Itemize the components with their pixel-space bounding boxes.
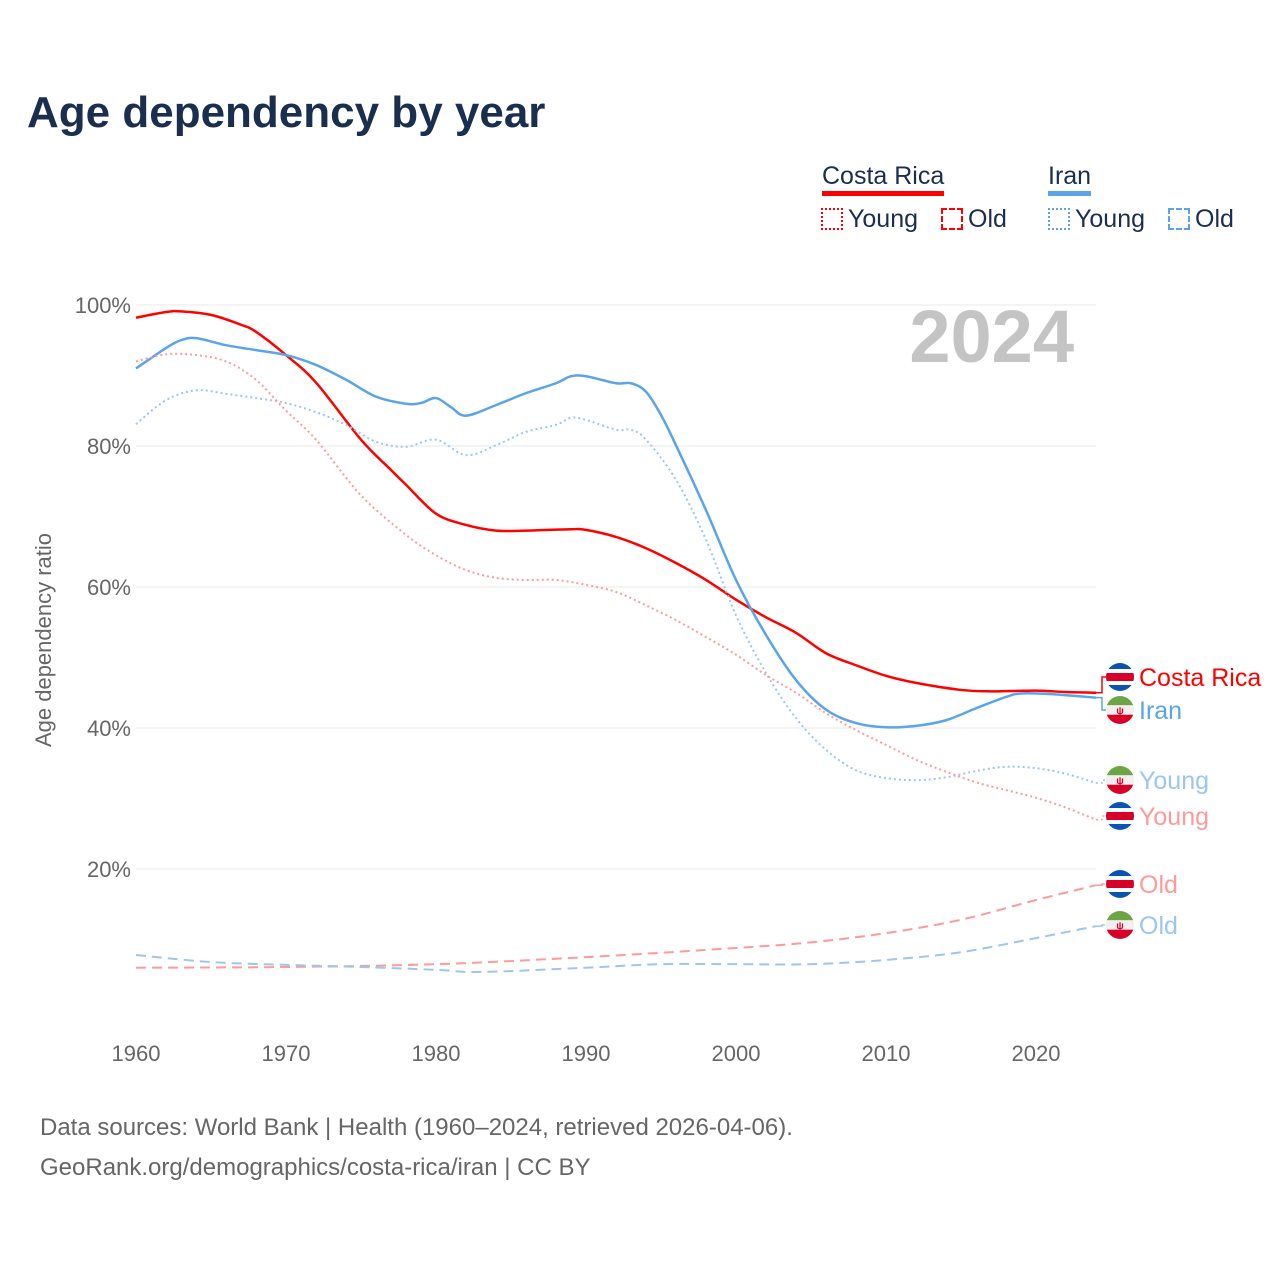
flag-stripe xyxy=(1106,911,1134,921)
series-line-costa-rica-old xyxy=(135,884,1097,969)
dotted-swatch-icon xyxy=(821,208,843,230)
dashed-swatch-icon xyxy=(1168,208,1190,230)
flag-stripe xyxy=(1106,673,1134,681)
dashed-swatch-icon xyxy=(941,208,963,230)
x-tick-label: 2010 xyxy=(862,1041,911,1066)
x-tick-label: 1970 xyxy=(262,1041,311,1066)
flag-stripe xyxy=(1106,888,1134,892)
leader-line xyxy=(1096,696,1106,711)
flag-stripe xyxy=(1106,705,1134,715)
series-end-label: Iran xyxy=(1139,697,1182,725)
legend-costa-rica[interactable]: Costa Rica xyxy=(822,162,945,196)
x-tick-label: 1980 xyxy=(412,1041,461,1066)
flag-stripe xyxy=(1106,824,1134,830)
source-note: Data sources: World Bank | Health (1960–… xyxy=(40,1108,793,1188)
legend-line xyxy=(822,191,945,196)
y-tick-label: 40% xyxy=(87,716,131,741)
flag-emblem: ψ xyxy=(1116,776,1124,787)
series-end-label: Young xyxy=(1139,767,1209,795)
legend-line xyxy=(1048,191,1092,196)
series-line-iran xyxy=(135,336,1097,729)
iran-flag-icon: ψ xyxy=(1106,766,1134,794)
flag-stripe xyxy=(1106,920,1134,930)
y-tick-label: 60% xyxy=(87,575,131,600)
legend-ir-old[interactable]: Old xyxy=(1168,205,1234,234)
y-tick-label: 100% xyxy=(75,293,131,318)
dotted-swatch-icon xyxy=(1048,208,1070,230)
y-tick-label: 80% xyxy=(87,434,131,459)
legend-iran[interactable]: Iran xyxy=(1048,162,1092,196)
chart-title: Age dependency by year xyxy=(27,88,546,137)
leader-line xyxy=(1096,815,1106,821)
iran-flag-icon: ψ xyxy=(1106,911,1134,939)
flag-stripe xyxy=(1106,812,1134,820)
costa-rica-flag-icon xyxy=(1106,870,1134,898)
year-watermark: 2024 xyxy=(909,295,1074,378)
series-line-costa-rica xyxy=(135,309,1097,694)
flag-stripe xyxy=(1106,766,1134,776)
flag-stripe xyxy=(1106,685,1134,691)
flag-stripe xyxy=(1106,784,1134,794)
flag-stripe xyxy=(1106,929,1134,939)
costa-rica-flag-icon xyxy=(1106,802,1134,830)
series-end-label: Young xyxy=(1139,803,1209,831)
chart-area: 2024 Age dependency ratio 20% 40% 60% 80% 10… xyxy=(31,293,1261,1066)
legend-label: Iran xyxy=(1048,162,1092,190)
flag-stripe xyxy=(1106,714,1134,724)
flag-emblem: ψ xyxy=(1116,706,1124,717)
legend-label: Costa Rica xyxy=(822,162,945,190)
legend-label: Old xyxy=(968,205,1007,233)
flag-stripe xyxy=(1106,802,1134,808)
flag-stripe xyxy=(1106,876,1134,880)
flag-stripe xyxy=(1106,681,1134,685)
series-line-iran-young xyxy=(135,389,1097,784)
leader-line xyxy=(1096,676,1106,694)
series-end-label: Old xyxy=(1139,912,1178,940)
x-tick-label: 1990 xyxy=(562,1041,611,1066)
leader-line xyxy=(1096,883,1106,886)
x-tick-label: 2000 xyxy=(712,1041,761,1066)
series-line-iran-old xyxy=(135,925,1097,973)
series-end-label: Costa Rica xyxy=(1139,664,1261,692)
flag-stripe xyxy=(1106,663,1134,669)
y-tick-label: 20% xyxy=(87,857,131,882)
legend-label: Young xyxy=(848,205,918,233)
flag-stripe xyxy=(1106,808,1134,812)
series-end-label: Old xyxy=(1139,871,1178,899)
flag-emblem: ψ xyxy=(1116,921,1124,932)
flag-stripe xyxy=(1106,775,1134,785)
flag-stripe xyxy=(1106,880,1134,888)
leader-line xyxy=(1096,779,1106,784)
legend-cr-old[interactable]: Old xyxy=(941,205,1007,234)
flag-stripe xyxy=(1106,669,1134,673)
source-line: Data sources: World Bank | Health (1960–… xyxy=(40,1114,793,1141)
flag-stripe xyxy=(1106,870,1134,876)
legend-label: Old xyxy=(1195,205,1234,233)
flag-stripe xyxy=(1106,820,1134,824)
legend-label: Young xyxy=(1075,205,1145,233)
iran-flag-icon: ψ xyxy=(1106,696,1134,724)
legend-cr-young[interactable]: Young xyxy=(821,205,918,234)
flag-stripe xyxy=(1106,696,1134,706)
source-link[interactable]: GeoRank.org/demographics/costa-rica/iran… xyxy=(40,1154,591,1181)
costa-rica-flag-icon xyxy=(1106,663,1134,691)
legend-ir-young[interactable]: Young xyxy=(1048,205,1145,234)
y-axis-label: Age dependency ratio xyxy=(31,533,56,747)
leader-line xyxy=(1096,924,1106,927)
x-tick-label: 2020 xyxy=(1012,1041,1061,1066)
flag-stripe xyxy=(1106,892,1134,898)
x-tick-label: 1960 xyxy=(112,1041,161,1066)
